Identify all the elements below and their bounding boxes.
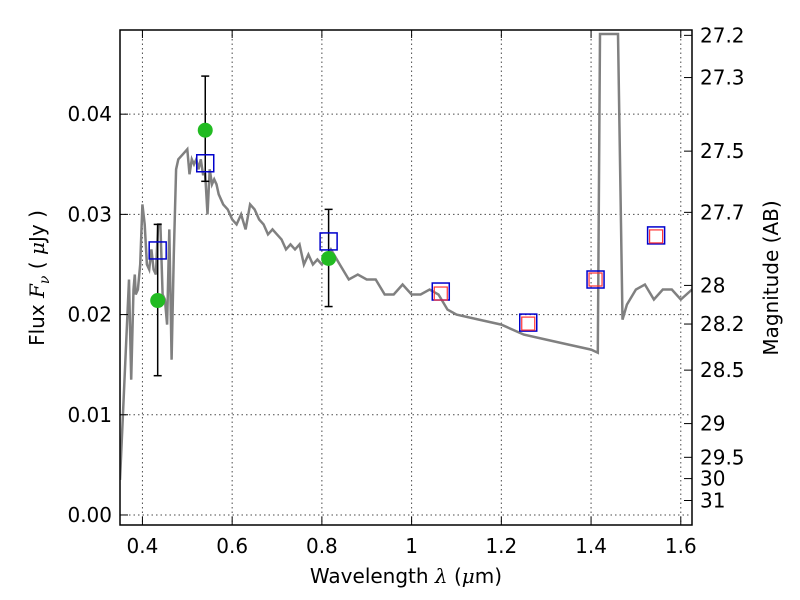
mag-tick-label: 28.5 (700, 358, 745, 382)
mag-tick-label: 30 (700, 467, 725, 491)
y-tick-label: 0.00 (67, 503, 112, 527)
x-tick-label: 0.6 (216, 534, 248, 558)
mag-tick-label: 27.7 (700, 200, 745, 224)
tick-layer: 0.4 0.6 0.8 1 1.2 1.4 1.6 0.00 0.01 0.02 0.03 0.04 2… (67, 23, 744, 558)
x-tick-label: 1.6 (665, 534, 697, 558)
limit-square (521, 316, 536, 331)
model-square (195, 154, 215, 173)
model-square (519, 313, 538, 332)
x-tick-label: 1.4 (575, 534, 607, 558)
x-tick-label: 1.2 (485, 534, 517, 558)
mag-tick-label: 29 (700, 412, 725, 436)
grid-layer (120, 30, 692, 525)
limit-square (649, 229, 664, 244)
limit-square (433, 286, 448, 301)
observed-point (150, 293, 166, 309)
model-square (646, 226, 666, 245)
mag-tick-label: 28 (700, 273, 725, 297)
observed-point (197, 122, 213, 138)
model-square (319, 232, 338, 251)
y-axis-label-left: Flux Fν ( μJy ) (25, 210, 53, 346)
y-axis-label-right: Magnitude (AB) (759, 200, 783, 355)
model-square (586, 270, 605, 289)
spectrum-line (120, 32, 692, 480)
mag-tick-label: 27.5 (700, 139, 745, 163)
x-tick-label: 0.8 (306, 534, 338, 558)
y-tick-label: 0.03 (67, 202, 112, 226)
mag-tick-label: 29.5 (700, 445, 745, 469)
y-tick-label: 0.01 (67, 403, 112, 427)
x-tick-label: 0.4 (127, 534, 159, 558)
model-square (148, 241, 167, 260)
plot-layer (120, 32, 692, 480)
x-axis-label: Wavelength λ (μm) (310, 564, 502, 588)
mag-tick-label: 28.2 (700, 312, 745, 336)
y-tick-label: 0.04 (67, 102, 112, 126)
mag-tick-label: 27.2 (700, 23, 745, 47)
observed-point (321, 250, 337, 266)
mag-tick-label: 31 (700, 488, 725, 512)
mag-tick-label: 27.3 (700, 66, 745, 90)
plot-frame (119, 29, 693, 526)
x-tick-label: 1 (405, 534, 418, 558)
limit-square (588, 272, 603, 287)
y-tick-label: 0.02 (67, 303, 112, 327)
